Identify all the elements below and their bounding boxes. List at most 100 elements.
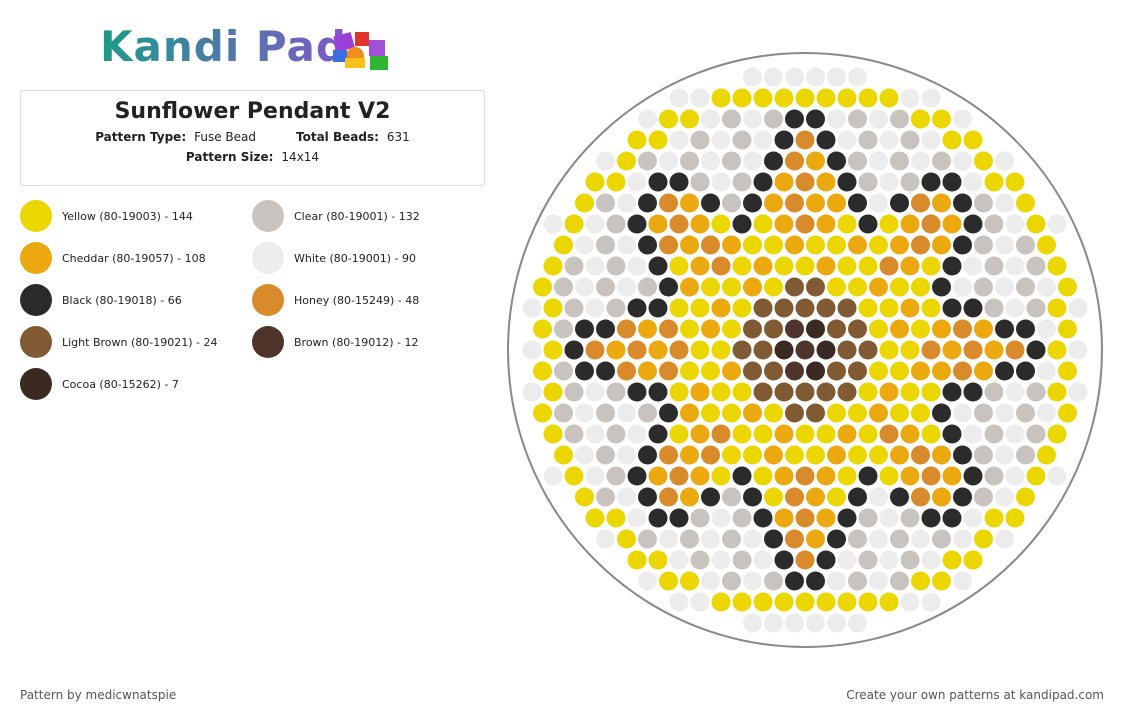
bead [1037, 319, 1056, 339]
bead [753, 466, 773, 486]
bead [627, 550, 647, 570]
bead [753, 214, 773, 234]
bead [627, 340, 647, 360]
bead [1016, 277, 1035, 297]
bead [1037, 361, 1056, 381]
bead [995, 277, 1014, 297]
bead [858, 130, 878, 150]
bead [858, 88, 878, 108]
bead [711, 130, 731, 150]
bead [795, 298, 815, 318]
bead [617, 319, 636, 339]
bead [816, 424, 836, 444]
bead [648, 214, 668, 234]
bead [638, 277, 657, 297]
bead [585, 298, 605, 318]
bead [921, 130, 941, 150]
bead [837, 340, 857, 360]
bead [848, 235, 867, 255]
bead [753, 592, 773, 612]
bead [627, 466, 647, 486]
bead [638, 193, 657, 213]
bead [669, 508, 689, 528]
bead [701, 361, 720, 381]
legend-label: Brown (80-19012) - 12 [294, 335, 419, 349]
bead [942, 340, 962, 360]
bead [921, 382, 941, 402]
bead [869, 151, 888, 171]
bead [774, 466, 794, 486]
bead [669, 550, 689, 570]
bead [617, 361, 636, 381]
bead [911, 193, 930, 213]
bead [900, 592, 920, 612]
bead [606, 466, 626, 486]
bead [1026, 298, 1046, 318]
bead [1047, 424, 1067, 444]
bead [921, 172, 941, 192]
bead [722, 319, 741, 339]
bead [890, 445, 909, 465]
bead [816, 88, 836, 108]
bead [911, 151, 930, 171]
bead [911, 109, 930, 129]
bead [921, 340, 941, 360]
bead [785, 613, 804, 633]
bead [753, 298, 773, 318]
bead [932, 487, 951, 507]
bead [984, 214, 1004, 234]
bead [764, 235, 783, 255]
bead [869, 277, 888, 297]
bead [879, 172, 899, 192]
bead [816, 256, 836, 276]
bead [795, 214, 815, 234]
bead [953, 277, 972, 297]
bead [648, 256, 668, 276]
logo[interactable]: Kandi Pad [100, 22, 347, 71]
bead [680, 277, 699, 297]
bead [900, 424, 920, 444]
swatch [252, 326, 284, 358]
bead [753, 424, 773, 444]
bead [585, 256, 605, 276]
bead [753, 88, 773, 108]
bead [827, 277, 846, 297]
bead [921, 592, 941, 612]
bead [753, 172, 773, 192]
bead [543, 298, 563, 318]
bead [533, 277, 552, 297]
bead [806, 613, 825, 633]
bead [932, 403, 951, 423]
field-value: Fuse Bead [194, 130, 257, 144]
bead [827, 109, 846, 129]
site-link[interactable]: Create your own patterns at kandipad.com [846, 688, 1104, 702]
bead [995, 319, 1014, 339]
bead [1005, 172, 1025, 192]
pattern-card: Sunflower Pendant V2 Pattern Type: Fuse B… [20, 90, 485, 186]
author[interactable]: Pattern by medicwnatspie [20, 688, 177, 702]
bead [764, 613, 783, 633]
bead [879, 424, 899, 444]
bead [806, 235, 825, 255]
bead [638, 109, 657, 129]
bead [858, 340, 878, 360]
bead [669, 592, 689, 612]
bead [921, 508, 941, 528]
bead [659, 277, 678, 297]
bead [995, 361, 1014, 381]
bead [858, 298, 878, 318]
bead [743, 403, 762, 423]
bead [785, 361, 804, 381]
bead [711, 424, 731, 444]
swatch [252, 242, 284, 274]
bead [816, 382, 836, 402]
bead [953, 235, 972, 255]
bead [900, 508, 920, 528]
bead [816, 592, 836, 612]
bead [659, 151, 678, 171]
bead [743, 319, 762, 339]
bead [690, 130, 710, 150]
bead [995, 529, 1014, 549]
bead [963, 256, 983, 276]
bead [806, 571, 825, 591]
